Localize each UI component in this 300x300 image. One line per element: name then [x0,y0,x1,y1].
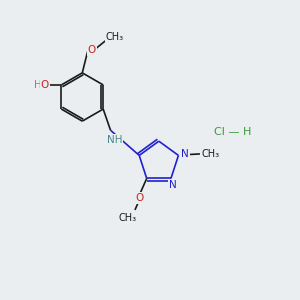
Text: O: O [40,80,49,90]
Text: Cl — H: Cl — H [214,127,251,137]
Text: N: N [181,149,189,159]
Text: H: H [34,80,42,90]
Text: CH₃: CH₃ [202,149,220,159]
Text: N: N [169,180,176,190]
Text: O: O [88,45,96,55]
Text: NH: NH [107,135,122,145]
Text: CH₃: CH₃ [118,213,136,223]
Text: O: O [136,193,144,203]
Text: CH₃: CH₃ [106,32,124,42]
